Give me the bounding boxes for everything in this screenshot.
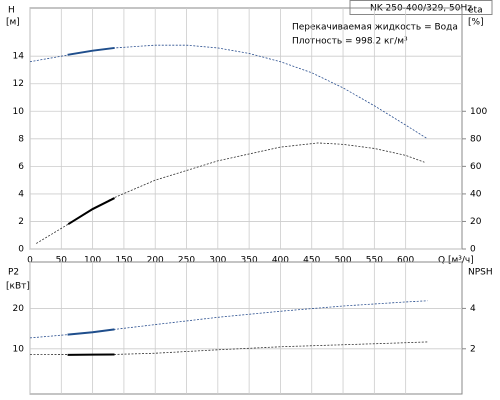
- y-axis-unit: [м]: [6, 18, 20, 28]
- y-tick-label: 20: [13, 304, 25, 314]
- y-tick-label: 10: [13, 107, 25, 117]
- x-tick-label: 100: [84, 256, 101, 266]
- curve-operating: [67, 197, 115, 226]
- x-axis-label: Q [м³/ч]: [438, 256, 474, 266]
- x-tick-label: 550: [366, 256, 383, 266]
- x-tick-label: 50: [56, 256, 68, 266]
- y-tick-label: 2: [18, 217, 24, 227]
- x-tick-label: 350: [241, 256, 258, 266]
- y2-axis-label: eta: [468, 6, 483, 16]
- x-tick-label: 250: [178, 256, 195, 266]
- y2-tick-label: 20: [470, 217, 482, 227]
- curve-operating: [67, 46, 115, 56]
- y2-tick-label: 80: [470, 134, 482, 144]
- x-tick-label: 400: [272, 256, 289, 266]
- y2-tick-label: 60: [470, 162, 482, 172]
- annotation: Плотность = 998.2 кг/м³: [292, 37, 408, 47]
- x-tick-label: 0: [27, 256, 33, 266]
- x-tick-label: 150: [115, 256, 132, 266]
- y2-axis-unit: [%]: [468, 18, 484, 28]
- y-tick-label: 8: [18, 134, 24, 144]
- x-tick-label: 450: [303, 256, 320, 266]
- y-tick-label: 10: [13, 344, 25, 354]
- y-axis-label: P2: [8, 268, 19, 278]
- x-tick-label: 600: [397, 256, 414, 266]
- y2-axis-label: NPSH: [468, 268, 493, 278]
- y2-tick-label: 4: [470, 304, 476, 314]
- y-axis-label: H: [8, 6, 15, 16]
- y-tick-label: 4: [18, 189, 24, 199]
- curve-dashed: [29, 341, 428, 356]
- y-axis-unit: [кВт]: [6, 282, 30, 292]
- y2-tick-label: 40: [470, 189, 482, 199]
- y2-tick-label: 2: [470, 344, 476, 354]
- x-tick-label: 200: [147, 256, 164, 266]
- y-tick-label: 0: [18, 245, 24, 255]
- y2-tick-label: 0: [470, 245, 476, 255]
- y-tick-label: 6: [18, 162, 24, 172]
- x-tick-label: 500: [334, 256, 351, 266]
- y-tick-label: 14: [13, 52, 25, 62]
- annotation: Перекачиваемая жидкость = Вода: [292, 23, 458, 33]
- y2-tick-label: 100: [470, 107, 487, 117]
- curve-operating: [67, 328, 115, 336]
- x-tick-label: 300: [209, 256, 226, 266]
- y-tick-label: 12: [13, 79, 24, 89]
